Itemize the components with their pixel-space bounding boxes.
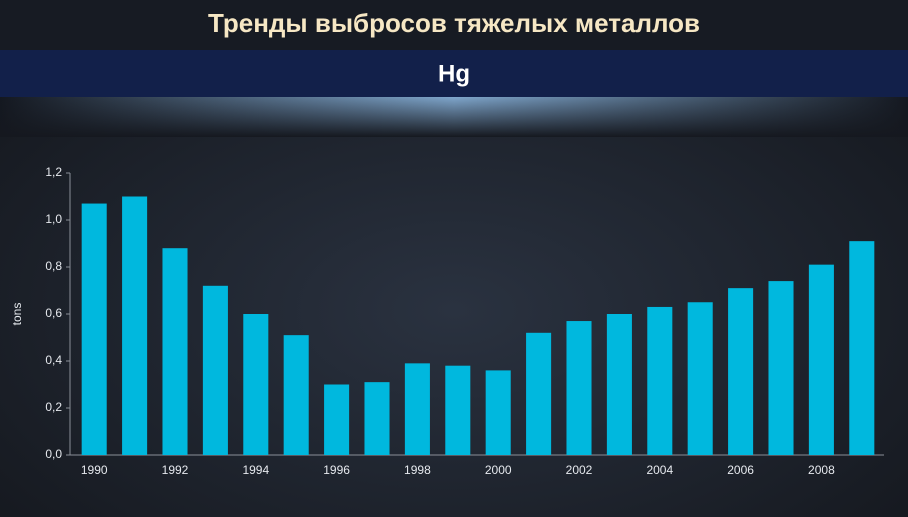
bar bbox=[526, 332, 552, 455]
bar bbox=[485, 370, 511, 455]
bar bbox=[728, 288, 754, 455]
bar bbox=[324, 384, 350, 455]
x-tick-label: 1992 bbox=[162, 463, 189, 477]
bar bbox=[445, 365, 471, 455]
bar bbox=[283, 335, 309, 455]
bar bbox=[404, 363, 430, 455]
chart-subtitle: Hg bbox=[438, 60, 470, 87]
y-tick-label: 0,0 bbox=[45, 447, 62, 461]
bar bbox=[606, 314, 632, 455]
bar bbox=[647, 306, 673, 455]
y-tick-label: 1,0 bbox=[45, 212, 62, 226]
x-tick-label: 2006 bbox=[727, 463, 754, 477]
chart-title: Тренды выбросов тяжелых металлов bbox=[208, 8, 700, 38]
y-tick-label: 0,8 bbox=[45, 259, 62, 273]
x-tick-label: 1996 bbox=[323, 463, 350, 477]
y-tick-label: 0,6 bbox=[45, 306, 62, 320]
bar bbox=[162, 248, 188, 455]
x-tick-label: 2004 bbox=[646, 463, 673, 477]
x-tick-label: 1998 bbox=[404, 463, 431, 477]
y-tick-label: 0,4 bbox=[45, 353, 62, 367]
bar bbox=[122, 196, 148, 455]
glow-fade bbox=[0, 97, 908, 137]
x-tick-label: 1990 bbox=[81, 463, 108, 477]
x-tick-label: 2000 bbox=[485, 463, 512, 477]
x-tick-label: 2002 bbox=[566, 463, 593, 477]
bar bbox=[81, 203, 107, 455]
y-axis-label: tons bbox=[10, 303, 24, 326]
bar bbox=[202, 285, 228, 455]
y-tick-label: 0,2 bbox=[45, 400, 62, 414]
bar bbox=[808, 264, 834, 455]
bar bbox=[364, 382, 390, 455]
x-tick-label: 2008 bbox=[808, 463, 835, 477]
y-tick-label: 1,2 bbox=[45, 165, 62, 179]
bar bbox=[768, 281, 794, 455]
subtitle-band bbox=[0, 50, 908, 97]
bar bbox=[566, 321, 592, 455]
title-band bbox=[0, 0, 908, 50]
x-tick-label: 1994 bbox=[242, 463, 269, 477]
bar bbox=[243, 314, 269, 455]
bar bbox=[687, 302, 713, 455]
bar bbox=[849, 241, 875, 455]
